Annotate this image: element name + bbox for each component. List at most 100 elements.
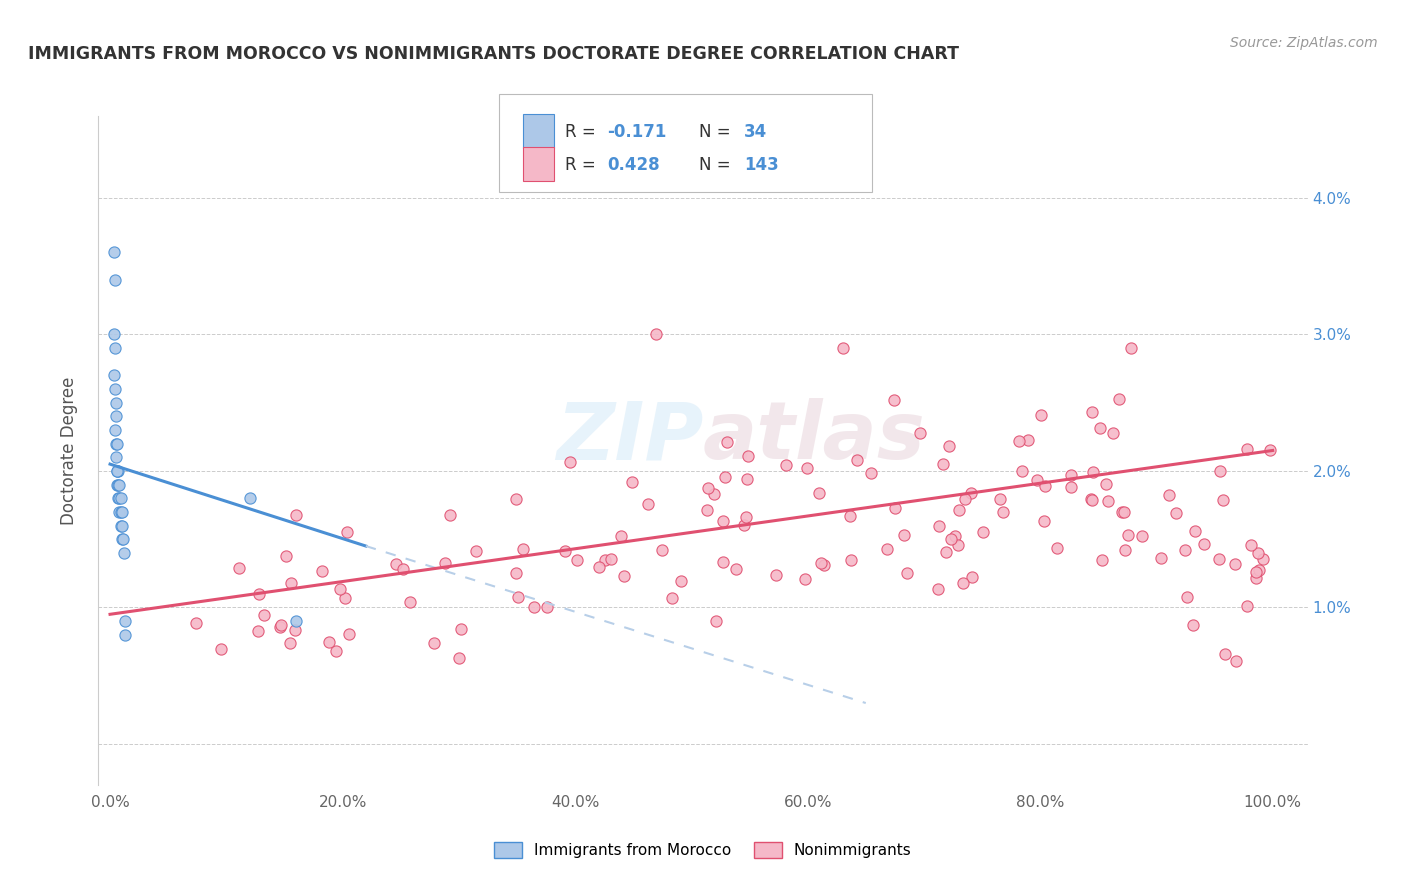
Point: [962, 570, 984, 584]
Point: [399, 595, 422, 609]
Point: [1258, 442, 1281, 457]
Point: [104, 423, 127, 437]
Point: [274, 549, 297, 563]
Text: R =: R =: [565, 123, 602, 141]
Point: [1213, 648, 1236, 662]
Point: [104, 341, 127, 355]
Point: [1114, 505, 1136, 519]
Point: [796, 460, 818, 475]
Text: -0.171: -0.171: [607, 123, 666, 141]
Point: [1164, 506, 1187, 520]
Point: [114, 628, 136, 642]
Point: [112, 546, 135, 560]
Point: [928, 519, 950, 533]
Point: [278, 636, 301, 650]
Point: [439, 508, 461, 523]
Point: [560, 455, 582, 469]
Point: [280, 575, 302, 590]
Point: [1253, 552, 1275, 566]
Point: [651, 543, 673, 558]
Point: [859, 467, 882, 481]
Point: [333, 591, 356, 605]
Point: [270, 618, 292, 632]
Point: [108, 491, 131, 506]
Point: [450, 622, 472, 636]
Point: [943, 529, 966, 543]
Point: [737, 449, 759, 463]
Point: [613, 569, 636, 583]
Point: [228, 561, 250, 575]
Point: [1209, 464, 1232, 478]
Point: [938, 439, 960, 453]
Point: [1060, 480, 1083, 494]
Point: [104, 395, 127, 409]
Point: [1017, 433, 1039, 447]
Point: [794, 573, 817, 587]
Point: [588, 560, 610, 574]
Point: [972, 525, 994, 540]
Text: 143: 143: [744, 156, 779, 174]
Point: [696, 503, 718, 517]
Point: [935, 545, 957, 559]
Point: [1026, 473, 1049, 487]
Point: [735, 510, 758, 524]
Point: [253, 608, 276, 623]
Text: 34: 34: [744, 123, 768, 141]
Point: [714, 469, 737, 483]
Point: [433, 556, 456, 570]
Point: [953, 491, 976, 506]
Point: [114, 614, 136, 628]
Point: [1035, 479, 1057, 493]
Point: [318, 634, 340, 648]
Point: [392, 562, 415, 576]
Point: [239, 491, 262, 506]
Point: [104, 450, 127, 465]
Point: [716, 435, 738, 450]
Point: [939, 532, 962, 546]
Point: [893, 528, 915, 542]
Point: [465, 544, 488, 558]
Point: [107, 477, 129, 491]
Text: IMMIGRANTS FROM MOROCCO VS NONIMMIGRANTS DOCTORATE DEGREE CORRELATION CHART: IMMIGRANTS FROM MOROCCO VS NONIMMIGRANTS…: [28, 45, 959, 62]
Point: [1194, 537, 1216, 551]
Point: [595, 552, 617, 566]
Point: [927, 582, 949, 596]
Point: [184, 615, 207, 630]
Point: [1225, 654, 1247, 668]
Point: [765, 568, 787, 582]
Point: [1174, 542, 1197, 557]
Point: [506, 591, 529, 605]
Point: [775, 458, 797, 472]
Point: [104, 409, 127, 424]
Point: [637, 497, 659, 511]
Point: [284, 623, 307, 637]
Point: [704, 614, 727, 628]
Point: [284, 508, 307, 523]
Point: [1114, 543, 1136, 558]
Point: [111, 505, 134, 519]
Point: [111, 532, 134, 546]
Point: [896, 566, 918, 581]
Point: [247, 624, 270, 638]
Point: [711, 514, 734, 528]
Point: [1080, 491, 1102, 506]
Point: [1081, 405, 1104, 419]
Point: [645, 327, 668, 342]
Point: [247, 587, 270, 601]
Point: [110, 518, 132, 533]
Point: [952, 576, 974, 591]
Point: [329, 582, 352, 597]
Point: [325, 644, 347, 658]
Text: R =: R =: [565, 156, 602, 174]
Point: [946, 538, 969, 552]
Point: [1095, 476, 1118, 491]
Point: [1011, 464, 1033, 478]
Point: [108, 477, 131, 491]
Point: [1244, 571, 1267, 585]
Point: [447, 651, 470, 665]
Point: [1116, 528, 1139, 542]
Point: [1097, 494, 1119, 508]
Legend: Immigrants from Morocco, Nonimmigrants: Immigrants from Morocco, Nonimmigrants: [488, 836, 918, 864]
Point: [1008, 434, 1031, 448]
Point: [1236, 442, 1258, 456]
